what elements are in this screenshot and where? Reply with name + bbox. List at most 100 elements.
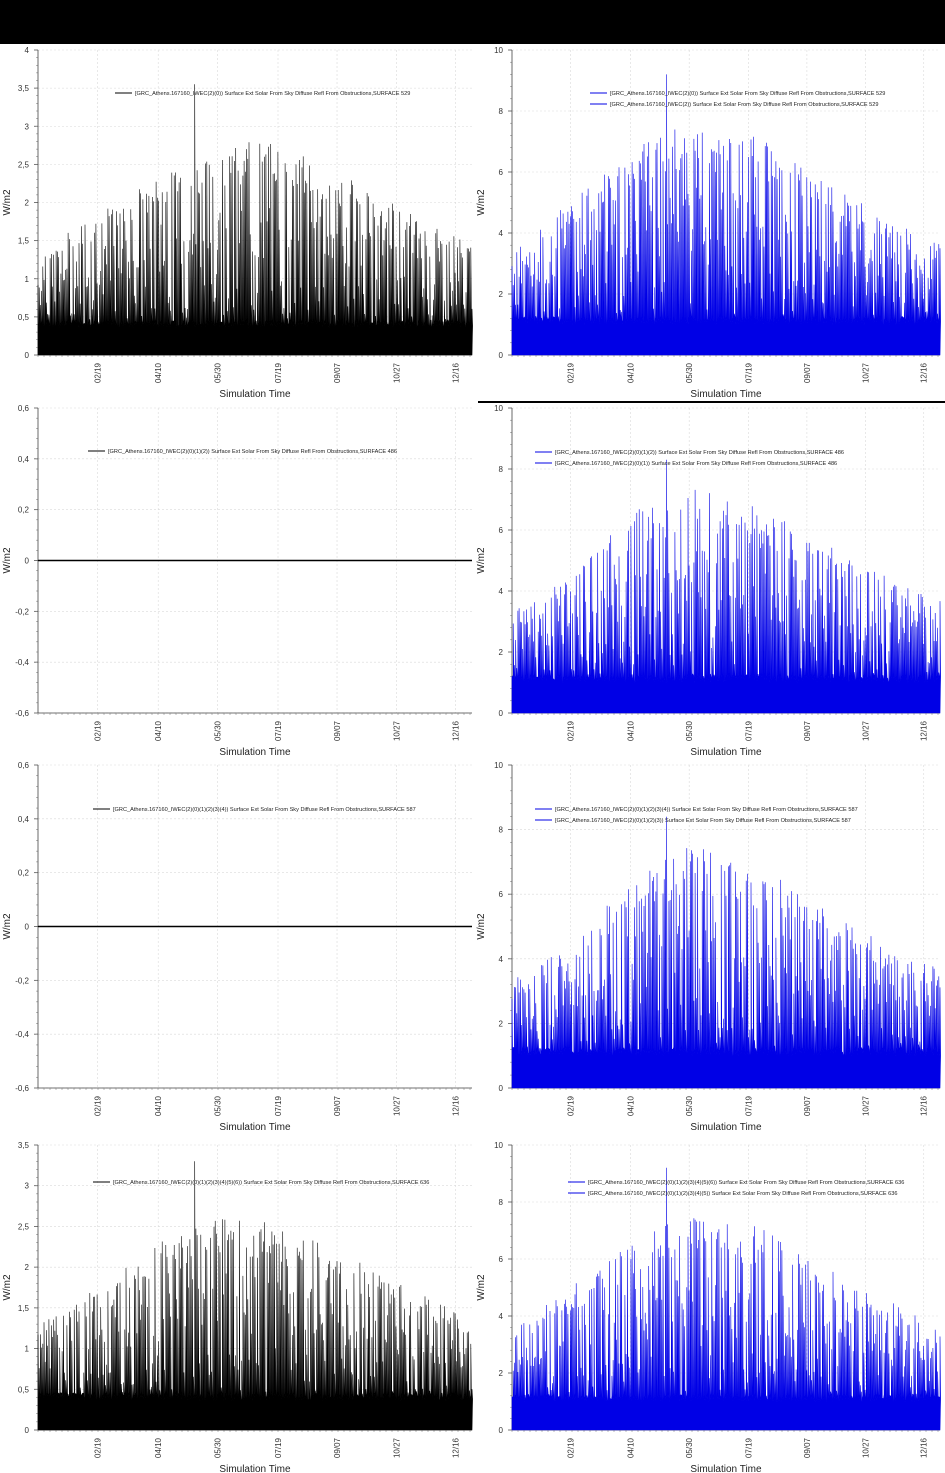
x-tick-label: 05/30 xyxy=(214,1095,223,1116)
chart-panel: -0,6 -0,4 -0,2 0 0,2 0,4 0,6 02/19 04/10 05/30 07/… xyxy=(2,404,472,758)
x-tick-label: 10/27 xyxy=(862,1095,871,1116)
y-tick-label: 0 xyxy=(499,709,504,718)
y-tick-label: 3,5 xyxy=(18,1141,30,1150)
x-tick-label: 02/19 xyxy=(93,1095,102,1116)
series-area xyxy=(511,74,941,356)
y-tick-label: 2 xyxy=(499,1019,504,1028)
y-tick-label: 0 xyxy=(25,923,30,932)
y-tick-label: 2 xyxy=(499,1369,504,1378)
x-tick-label: 07/19 xyxy=(274,1437,283,1458)
y-tick-label: 3 xyxy=(25,1182,30,1191)
y-tick-label: 4 xyxy=(499,587,504,596)
y-tick-label: -0,2 xyxy=(15,607,29,616)
x-tick-label: 12/16 xyxy=(920,720,929,741)
x-axis-title: Simulation Time xyxy=(690,1122,762,1133)
y-tick-label: -0,4 xyxy=(15,658,29,667)
x-tick-label: 04/10 xyxy=(154,1437,163,1458)
x-tick-label: 02/19 xyxy=(567,1437,576,1458)
x-axis-title: Simulation Time xyxy=(219,389,291,400)
y-tick-label: 2 xyxy=(499,290,504,299)
x-tick-label: 09/07 xyxy=(333,1095,342,1116)
y-axis-title: W/m2 xyxy=(2,913,13,940)
x-tick-label: 10/27 xyxy=(862,1437,871,1458)
x-tick-label: 07/19 xyxy=(745,362,754,383)
x-tick-label: 12/16 xyxy=(920,1095,929,1116)
legend-label: [GRC_Athens.167160_IWEC(2)(0)) Surface E… xyxy=(135,91,410,97)
x-tick-label: 05/30 xyxy=(685,1437,694,1458)
y-tick-label: 10 xyxy=(494,761,503,770)
x-tick-label: 02/19 xyxy=(93,720,102,741)
x-tick-label: 05/30 xyxy=(214,362,223,383)
x-tick-label: 05/30 xyxy=(214,1437,223,1458)
x-tick-label: 04/10 xyxy=(627,720,636,741)
y-tick-label: 4 xyxy=(499,955,504,964)
y-axis-title: W/m2 xyxy=(476,189,487,216)
y-axis-title: W/m2 xyxy=(2,1274,13,1301)
legend-label: [GRC_Athens.167160_IWEC(2)(0)(1)) Surfac… xyxy=(555,461,837,467)
y-tick-label: 0,5 xyxy=(18,1385,30,1394)
chart-panel: 0 2 4 6 8 10 02/19 04/10 05/30 07/19 09/07 10/27 12/… xyxy=(476,46,941,400)
y-tick-label: 1,5 xyxy=(18,237,30,246)
x-tick-label: 07/19 xyxy=(274,720,283,741)
x-tick-label: 07/19 xyxy=(745,1437,754,1458)
y-tick-label: 0,2 xyxy=(18,869,30,878)
y-tick-label: -0,6 xyxy=(15,709,29,718)
chart-panel: 0 2 4 6 8 10 02/19 04/10 05/30 07/19 09/07 10/27 12/… xyxy=(476,761,941,1133)
x-tick-label: 12/16 xyxy=(920,362,929,383)
y-tick-label: 0,4 xyxy=(18,815,30,824)
x-tick-label: 05/30 xyxy=(685,720,694,741)
x-tick-label: 12/16 xyxy=(452,1095,461,1116)
y-tick-label: 0,6 xyxy=(18,761,30,770)
x-tick-label: 09/07 xyxy=(803,1437,812,1458)
y-tick-label: -0,6 xyxy=(15,1084,29,1093)
y-tick-label: 4 xyxy=(25,46,30,55)
y-tick-label: 1 xyxy=(25,275,30,284)
x-axis-title: Simulation Time xyxy=(690,1464,762,1473)
x-tick-label: 02/19 xyxy=(93,362,102,383)
y-tick-label: 0,6 xyxy=(18,404,30,413)
legend-label: [GRC_Athens.167160_IWEC(2)(0)(1)(2)(3)(4… xyxy=(113,1180,429,1186)
y-tick-label: 1 xyxy=(25,1345,30,1354)
x-tick-label: 02/19 xyxy=(93,1437,102,1458)
x-tick-label: 10/27 xyxy=(392,1095,401,1116)
y-tick-label: 0,5 xyxy=(18,313,30,322)
x-tick-label: 07/19 xyxy=(274,1095,283,1116)
y-tick-label: 0 xyxy=(499,1426,504,1435)
x-tick-label: 05/30 xyxy=(685,1095,694,1116)
legend-label: [GRC_Athens.167160_IWEC(2)(0)(1)(2)(3)(4… xyxy=(555,807,858,813)
y-tick-label: 6 xyxy=(499,526,504,535)
series-area xyxy=(511,459,941,714)
x-tick-label: 10/27 xyxy=(862,362,871,383)
x-tick-label: 12/16 xyxy=(452,720,461,741)
y-axis-title: W/m2 xyxy=(2,547,13,574)
y-tick-label: 4 xyxy=(499,1312,504,1321)
y-axis-title: W/m2 xyxy=(476,547,487,574)
y-tick-label: 2,5 xyxy=(18,1222,30,1231)
x-tick-label: 12/16 xyxy=(452,1437,461,1458)
y-axis-title: W/m2 xyxy=(2,189,13,216)
x-tick-label: 07/19 xyxy=(745,1095,754,1116)
x-tick-label: 05/30 xyxy=(214,720,223,741)
chart-panel: 0 2 4 6 8 10 02/19 04/10 05/30 07/19 09/07 10/27 12/… xyxy=(476,404,941,758)
y-tick-label: 4 xyxy=(499,229,504,238)
x-tick-label: 09/07 xyxy=(803,362,812,383)
legend-label: [GRC_Athens.167160_IWEC(2)(0)(1)(2)(3)(4… xyxy=(588,1191,898,1197)
y-tick-label: 8 xyxy=(499,826,504,835)
x-tick-label: 02/19 xyxy=(567,720,576,741)
x-tick-label: 10/27 xyxy=(392,720,401,741)
y-tick-label: 0,2 xyxy=(18,506,30,515)
y-tick-label: 0 xyxy=(25,557,30,566)
x-tick-label: 09/07 xyxy=(333,1437,342,1458)
x-tick-label: 02/19 xyxy=(567,362,576,383)
chart-panel: 0 0,5 1 1,5 2 2,5 3 3,5 02/19 04/10 05/30 07/19 09/0… xyxy=(2,1141,473,1473)
chart-panel: -0,6 -0,4 -0,2 0 0,2 0,4 0,6 02/19 04/10 05/30 07/… xyxy=(2,761,472,1133)
y-tick-label: 2 xyxy=(25,1263,30,1272)
y-tick-label: 10 xyxy=(494,46,503,55)
y-axis-title: W/m2 xyxy=(476,1274,487,1301)
y-tick-label: 2,5 xyxy=(18,160,30,169)
x-tick-label: 04/10 xyxy=(154,720,163,741)
y-tick-label: 0 xyxy=(499,351,504,360)
x-axis-title: Simulation Time xyxy=(219,1464,291,1473)
y-tick-label: 1,5 xyxy=(18,1304,30,1313)
